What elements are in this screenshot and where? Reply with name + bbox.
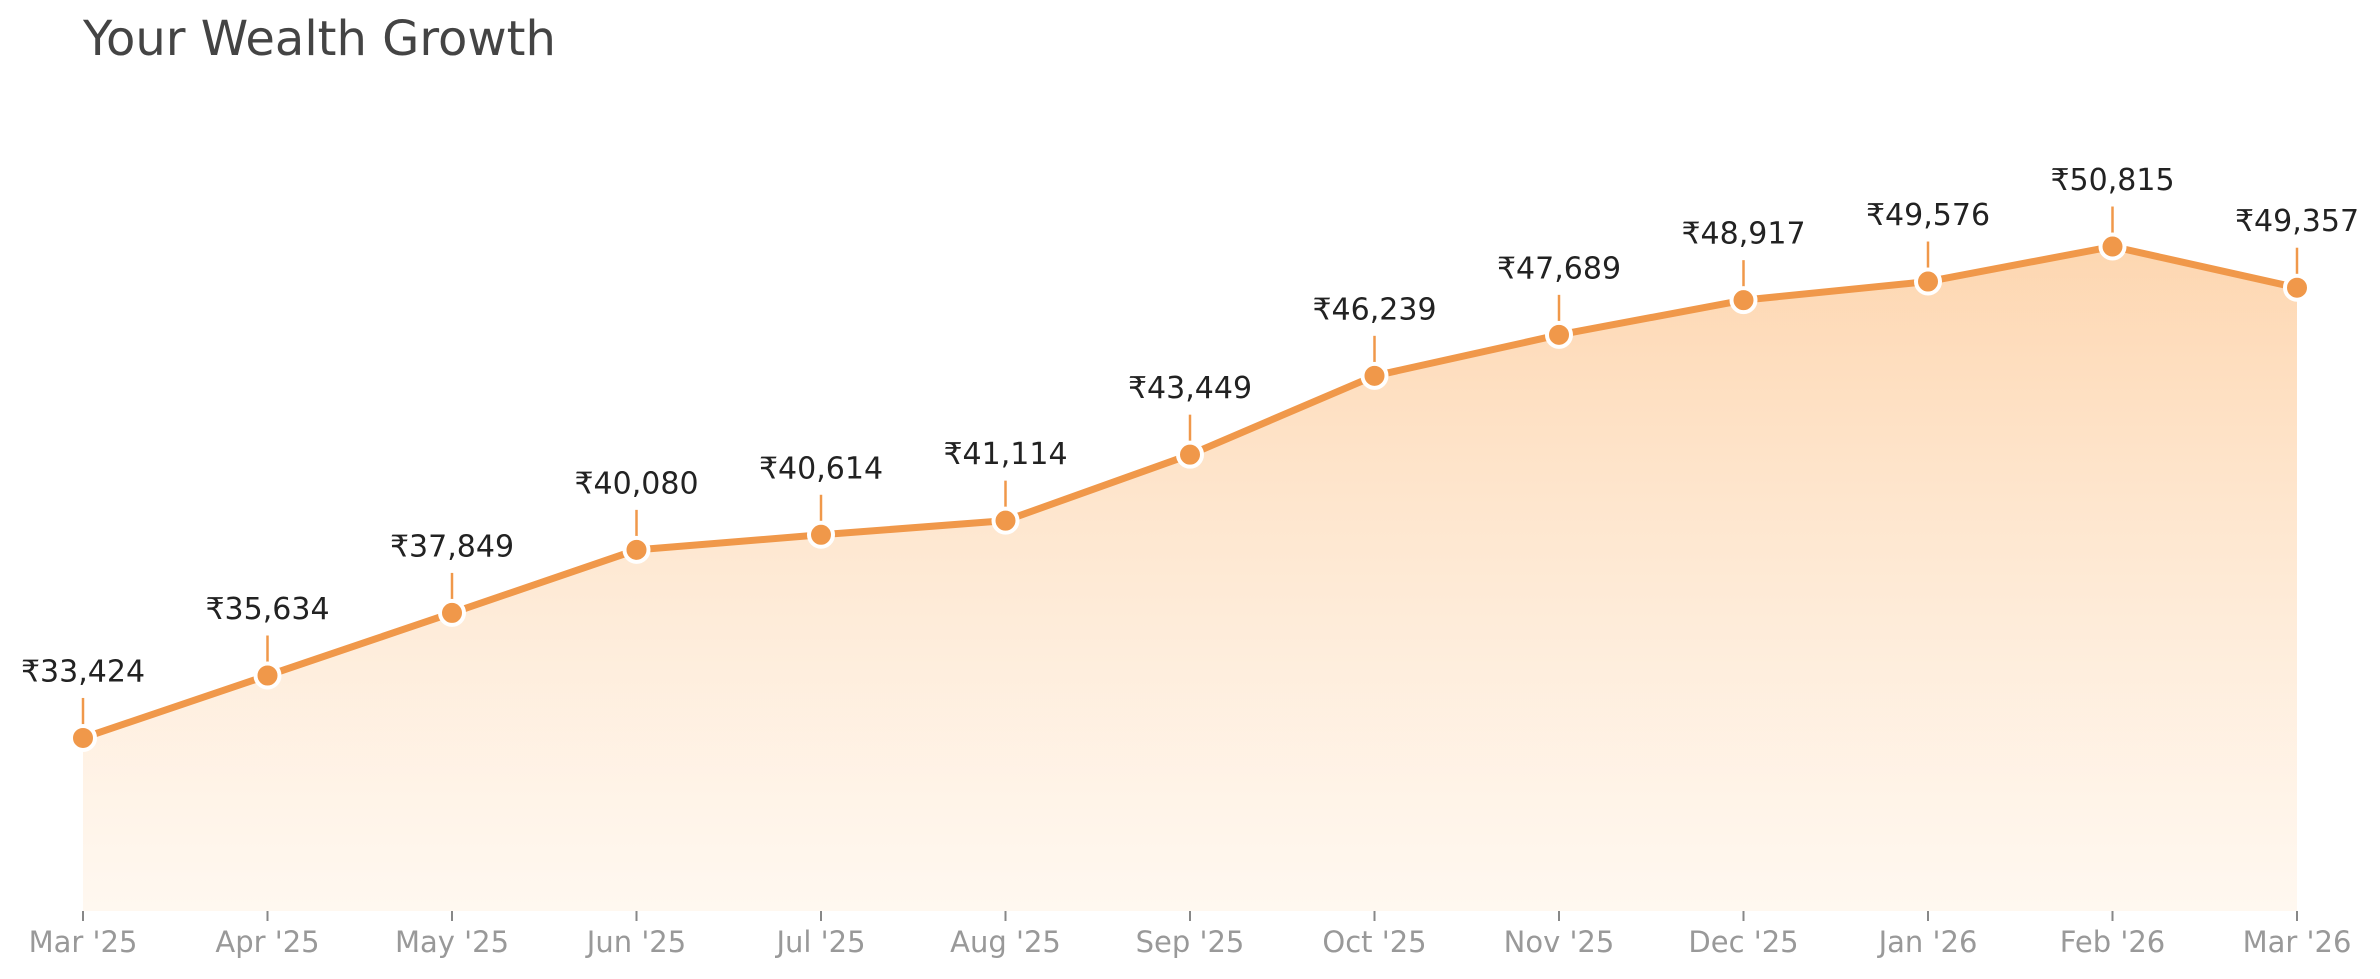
- value-label: ₹40,080: [574, 466, 698, 501]
- x-tick-label: Mar '25: [29, 925, 138, 959]
- point: [2098, 232, 2127, 261]
- point: [69, 723, 97, 752]
- area: [83, 246, 2297, 911]
- point: [1545, 320, 1573, 349]
- point: [991, 506, 1020, 535]
- value-label: ₹49,576: [1866, 198, 1990, 233]
- value-label: ₹37,849: [390, 529, 514, 564]
- x-tick-label: Aug '25: [950, 925, 1061, 959]
- value-label: ₹35,634: [205, 592, 329, 627]
- point: [622, 535, 651, 564]
- chart-title: Your Wealth Growth: [82, 11, 556, 67]
- value-label: ₹40,614: [759, 451, 883, 486]
- x-tick-label: Dec '25: [1688, 925, 1798, 959]
- value-label: ₹33,424: [21, 654, 145, 689]
- x-tick-label: May '25: [395, 925, 509, 959]
- point: [253, 661, 282, 690]
- point: [1729, 286, 1758, 315]
- x-tick-label: Oct '25: [1322, 925, 1426, 959]
- x-tick-label: Mar '26: [2243, 925, 2352, 959]
- x-tick-label: Apr '25: [215, 925, 319, 959]
- x-tick-label: Sep '25: [1136, 925, 1245, 959]
- point: [807, 520, 835, 549]
- value-label: ₹49,357: [2235, 204, 2359, 239]
- point: [2283, 273, 2311, 302]
- point: [1176, 440, 1204, 469]
- value-label: ₹43,449: [1128, 371, 1252, 406]
- point: [438, 598, 466, 627]
- x-tick-label: Jul '25: [774, 925, 865, 959]
- point: [1360, 361, 1389, 390]
- value-label: ₹47,689: [1497, 251, 1621, 286]
- point: [1914, 267, 1942, 296]
- value-label: ₹50,815: [2050, 163, 2174, 198]
- value-label: ₹48,917: [1681, 217, 1805, 252]
- value-label: ₹46,239: [1312, 292, 1436, 327]
- x-tick-label: Jun '25: [585, 925, 686, 959]
- x-tick-label: Nov '25: [1504, 925, 1615, 959]
- value-label: ₹41,114: [943, 437, 1067, 472]
- x-tick-label: Jan '26: [1877, 925, 1978, 959]
- x-tick-label: Feb '26: [2060, 925, 2165, 959]
